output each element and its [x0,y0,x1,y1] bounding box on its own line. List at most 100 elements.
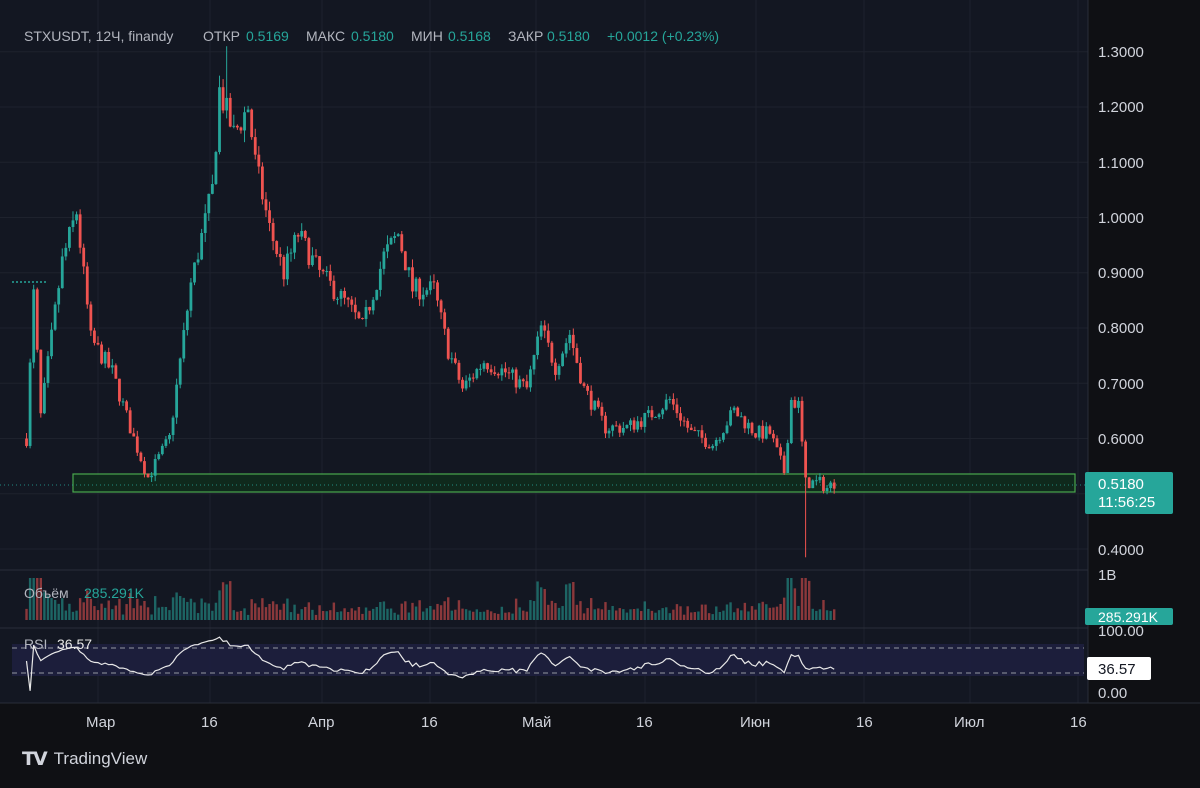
volume-bar [121,614,125,620]
symbol-label[interactable]: STXUSDT, 12Ч, finandy [24,28,173,44]
candle-body [632,420,636,430]
volume-bar [690,612,693,620]
volume-bar [64,610,68,620]
candle-body [82,247,86,267]
volume-bar [665,607,668,620]
candle-body [789,399,793,444]
volume-bar [807,580,811,620]
candle-body [536,336,539,356]
candle-body [654,416,657,418]
open-value: 0.5169 [246,28,289,44]
volume-bar [318,605,321,620]
volume-bar [171,597,175,620]
candle-body [664,399,668,410]
volume-bar [168,610,171,620]
time-tick: 16 [201,714,218,731]
price-tick: 0.9000 [1098,265,1144,282]
support-zone [72,473,1076,493]
rsi-label: RSI [24,636,47,652]
candle-body [732,407,736,411]
volume-bar [661,608,664,620]
volume-bar [425,608,428,620]
volume-bar [522,610,525,620]
candle-body [743,416,747,429]
candle-body [182,330,186,359]
volume-badge-value: 285.291K [1098,609,1159,625]
candle-body [564,343,568,354]
candle-body [611,425,615,431]
candle-body [382,251,386,269]
volume-bar [221,582,225,620]
volume-bar [429,605,432,620]
candle-body [561,353,564,367]
candle-body [807,477,811,489]
volume-bar [414,606,418,620]
candle-body [153,459,157,476]
candle-body [275,241,279,254]
candle-body [446,328,450,359]
candle-body [175,384,179,418]
candle-body [253,137,257,155]
volume-bar [93,606,96,620]
volume-bar [186,601,189,620]
candle-body [168,434,171,440]
volume-bar [53,599,57,620]
tradingview-logo[interactable]: TV TradingView [22,748,147,770]
volume-bar [582,613,586,620]
volume-bar [268,603,271,620]
candle-body [368,307,372,311]
volume-bar [57,603,60,620]
candles [25,46,836,558]
volume-bar [625,612,629,620]
volume-bar [332,602,336,620]
volume-bar [740,610,743,620]
candle-body [239,127,243,131]
countdown-value: 11:56:25 [1098,494,1155,511]
candle-body [221,87,225,111]
volume-bar [111,609,114,620]
time-axis[interactable]: Мар 16 Апр 16 Май 16 Июн 16 Июл 16 [86,714,1087,731]
candle-body [350,299,354,305]
candle-body [107,352,111,368]
candle-body [271,222,275,242]
volume-bar [729,602,732,620]
candle-body [146,473,150,478]
candle-body [436,282,439,301]
volume-bar [518,607,521,620]
candle-body [625,424,629,429]
last-price-badge: 0.5180 11:56:25 [1085,472,1173,514]
time-tick: Июл [954,714,984,731]
candle-body [343,290,346,298]
candle-body [729,410,732,426]
close-label: ЗАКР [508,28,543,44]
grid [0,0,1088,703]
candle-body [496,373,500,376]
candle-body [357,312,361,319]
candle-body [300,231,304,237]
volume-bar [311,609,314,620]
volume-bar [640,611,643,620]
volume-bar [343,608,346,620]
candle-body [518,379,522,388]
volume-bar [715,606,718,620]
candle-body [386,244,389,252]
candle-body [614,425,618,427]
candle-body [393,236,397,238]
volume-bar [761,601,764,620]
volume-bar [357,606,361,620]
tradingview-logo-icon: TV [22,748,48,770]
candle-body [739,416,743,418]
candle-body [289,252,293,254]
volume-bar [354,610,357,620]
volume-bar [525,611,529,620]
volume-bars [25,578,836,620]
volume-bar [772,607,775,620]
candle-body [475,369,479,379]
candle-body [539,325,543,337]
price-axis[interactable]: 1.3000 1.2000 1.1000 1.0000 0.9000 0.800… [1098,44,1144,559]
candle-body [661,409,665,415]
volume-bar [750,606,754,620]
volume-bar [511,613,514,620]
volume-bar [118,598,121,620]
